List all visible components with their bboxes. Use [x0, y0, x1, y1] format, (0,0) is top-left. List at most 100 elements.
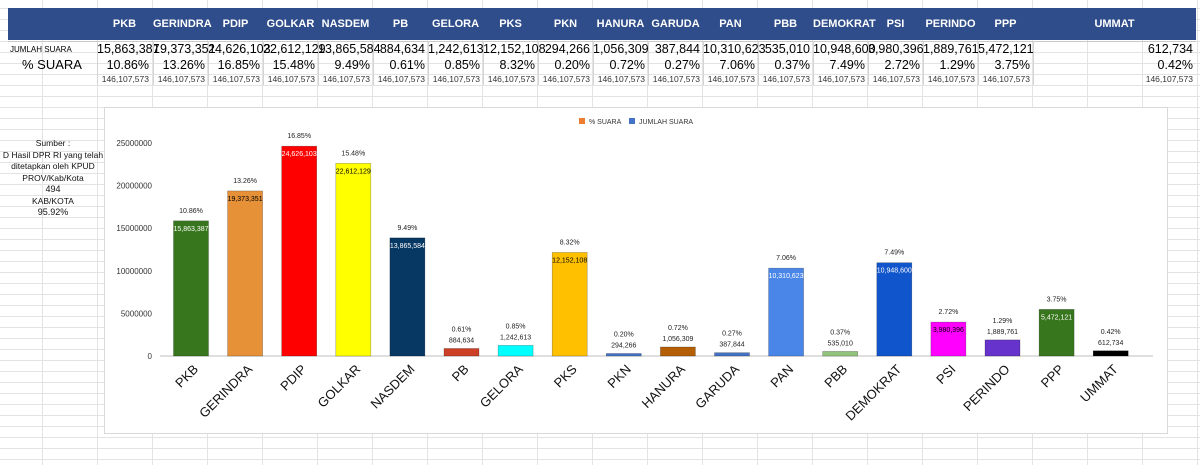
y-tick-label: 5000000 — [121, 309, 153, 318]
votes-cell-pan[interactable]: 10,310,623 — [703, 42, 766, 56]
column-divider — [1033, 41, 1034, 85]
total-cell-golkar[interactable]: 146,107,573 — [267, 74, 315, 84]
pct-cell-pbb[interactable]: 0.37% — [774, 58, 810, 72]
header-cell-gerindra[interactable]: GERINDRA — [153, 18, 212, 30]
x-tick-label-ummat: UMMAT — [1077, 361, 1121, 405]
header-cell-perindo[interactable]: PERINDO — [925, 18, 976, 30]
votes-cell-pb[interactable]: 884,634 — [379, 42, 425, 56]
pct-cell-pb[interactable]: 0.61% — [389, 58, 425, 72]
value-label-pkb: 15,863,387 — [173, 226, 208, 233]
bar-demokrat — [876, 262, 913, 357]
total-cell-garuda[interactable]: 146,107,573 — [652, 74, 700, 84]
votes-cell-nasdem[interactable]: 13,865,584 — [318, 42, 381, 56]
y-tick-label: 10000000 — [116, 267, 152, 276]
source-line-2: D Hasil DPR RI yang telah — [2, 149, 104, 160]
total-cell-nasdem[interactable]: 146,107,573 — [322, 74, 370, 84]
pct-cell-pdip[interactable]: 16.85% — [217, 58, 260, 72]
pct-cell-pan[interactable]: 7.06% — [719, 58, 755, 72]
total-cell-pkn[interactable]: 146,107,573 — [542, 74, 590, 84]
header-cell-pan[interactable]: PAN — [719, 18, 742, 30]
source-line-5: 494 — [45, 184, 61, 194]
total-cell-pan[interactable]: 146,107,573 — [707, 74, 755, 84]
header-cell-demokrat[interactable]: DEMOKRAT — [813, 18, 876, 30]
votes-cell-pbb[interactable]: 535,010 — [764, 42, 810, 56]
pct-cell-demokrat[interactable]: 7.49% — [829, 58, 865, 72]
header-cell-pdip[interactable]: PDIP — [222, 18, 249, 30]
votes-cell-perindo[interactable]: 1,889,761 — [923, 42, 979, 56]
votes-cell-psi[interactable]: 3,980,396 — [868, 42, 924, 56]
pct-cell-nasdem[interactable]: 9.49% — [334, 58, 370, 72]
votes-cell-demokrat[interactable]: 10,948,600 — [813, 42, 876, 56]
votes-cell-pkb[interactable]: 15,863,387 — [97, 42, 160, 56]
total-cell-demokrat[interactable]: 146,107,573 — [817, 74, 865, 84]
pct-cell-garuda[interactable]: 0.27% — [664, 58, 700, 72]
x-tick-label-pb: PB — [449, 362, 472, 385]
total-cell-hanura[interactable]: 146,107,573 — [597, 74, 645, 84]
header-cell-psi[interactable]: PSI — [886, 18, 905, 30]
votes-cell-garuda[interactable]: 387,844 — [654, 42, 700, 56]
total-cell-gelora[interactable]: 146,107,573 — [432, 74, 480, 84]
total-cell-ppp[interactable]: 146,107,573 — [982, 74, 1030, 84]
column-divider — [318, 41, 319, 85]
pct-cell-gelora[interactable]: 0.85% — [444, 58, 480, 72]
x-tick-label-pan: PAN — [767, 362, 796, 391]
total-cell-pkb[interactable]: 146,107,573 — [101, 74, 149, 84]
pct-cell-pkn[interactable]: 0.20% — [554, 58, 590, 72]
votes-cell-ummat[interactable]: 612,734 — [1147, 42, 1193, 56]
votes-cell-pks[interactable]: 12,152,108 — [483, 42, 546, 56]
votes-cell-hanura[interactable]: 1,056,309 — [593, 42, 649, 56]
value-label-pdip: 24,626,103 — [282, 151, 317, 158]
pct-cell-ppp[interactable]: 3.75% — [994, 58, 1030, 72]
header-cell-pkb[interactable]: PKB — [112, 18, 137, 30]
votes-cell-pdip[interactable]: 24,626,103 — [208, 42, 271, 56]
header-cell-golkar[interactable]: GOLKAR — [266, 18, 315, 30]
total-cell-pbb[interactable]: 146,107,573 — [762, 74, 810, 84]
pct-cell-golkar[interactable]: 15.48% — [272, 58, 315, 72]
pct-cell-psi[interactable]: 2.72% — [884, 58, 920, 72]
source-line-6: KAB/KOTA — [32, 195, 74, 206]
pct-cell-gerindra[interactable]: 13.26% — [162, 58, 205, 72]
total-cell-psi[interactable]: 146,107,573 — [872, 74, 920, 84]
pct-cell-hanura[interactable]: 0.72% — [609, 58, 645, 72]
pct-cell-ummat[interactable]: 0.42% — [1157, 58, 1193, 72]
header-cell-pb[interactable]: PB — [392, 18, 409, 30]
header-cell-pbb[interactable]: PBB — [773, 18, 798, 30]
x-tick-label-garuda: GARUDA — [692, 361, 742, 411]
bar-nasdem — [389, 237, 426, 357]
column-divider — [703, 41, 704, 85]
header-cell-pks[interactable]: PKS — [499, 18, 522, 30]
votes-cell-ppp[interactable]: 5,472,121 — [978, 42, 1034, 56]
votes-cell-golkar[interactable]: 22,612,129 — [263, 42, 326, 56]
row-label-pct[interactable]: % SUARA — [22, 57, 82, 72]
header-cell-gelora[interactable]: GELORA — [431, 18, 480, 30]
pct-label-garuda: 0.27% — [722, 331, 742, 338]
table-header-band — [8, 8, 1196, 40]
header-cell-ppp[interactable]: PPP — [994, 18, 1017, 30]
total-cell-pdip[interactable]: 146,107,573 — [212, 74, 260, 84]
pct-cell-pkb[interactable]: 10.86% — [106, 58, 149, 72]
total-cell-ummat[interactable]: 146,107,573 — [1145, 74, 1193, 84]
row-label-votes[interactable]: JUMLAH SUARA — [10, 45, 72, 54]
votes-cell-gelora[interactable]: 1,242,613 — [428, 42, 484, 56]
x-tick-label-pdip: PDIP — [277, 362, 309, 394]
value-label-perindo: 1,889,761 — [987, 329, 1018, 336]
header-cell-ummat[interactable]: UMMAT — [1094, 18, 1135, 30]
total-cell-perindo[interactable]: 146,107,573 — [927, 74, 975, 84]
header-cell-garuda[interactable]: GARUDA — [651, 18, 700, 30]
pct-cell-pks[interactable]: 8.32% — [499, 58, 535, 72]
header-cell-nasdem[interactable]: NASDEM — [321, 18, 370, 30]
x-tick-label-pkb: PKB — [172, 362, 201, 391]
value-label-pan: 10,310,623 — [769, 273, 804, 280]
pct-cell-perindo[interactable]: 1.29% — [939, 58, 975, 72]
votes-cell-gerindra[interactable]: 19,373,351 — [153, 42, 216, 56]
chart-container[interactable]: 0 5000000 10000000 15000000 20000000 25000000… — [104, 107, 1168, 434]
header-cell-pkn[interactable]: PKN — [553, 18, 578, 30]
x-tick-label-pks: PKS — [551, 361, 580, 390]
header-cell-hanura[interactable]: HANURA — [596, 18, 645, 30]
bar-garuda — [714, 352, 750, 357]
votes-cell-pkn[interactable]: 294,266 — [544, 42, 590, 56]
total-cell-pks[interactable]: 146,107,573 — [487, 74, 535, 84]
total-cell-gerindra[interactable]: 146,107,573 — [157, 74, 205, 84]
total-cell-pb[interactable]: 146,107,573 — [377, 74, 425, 84]
column-divider — [813, 41, 814, 85]
